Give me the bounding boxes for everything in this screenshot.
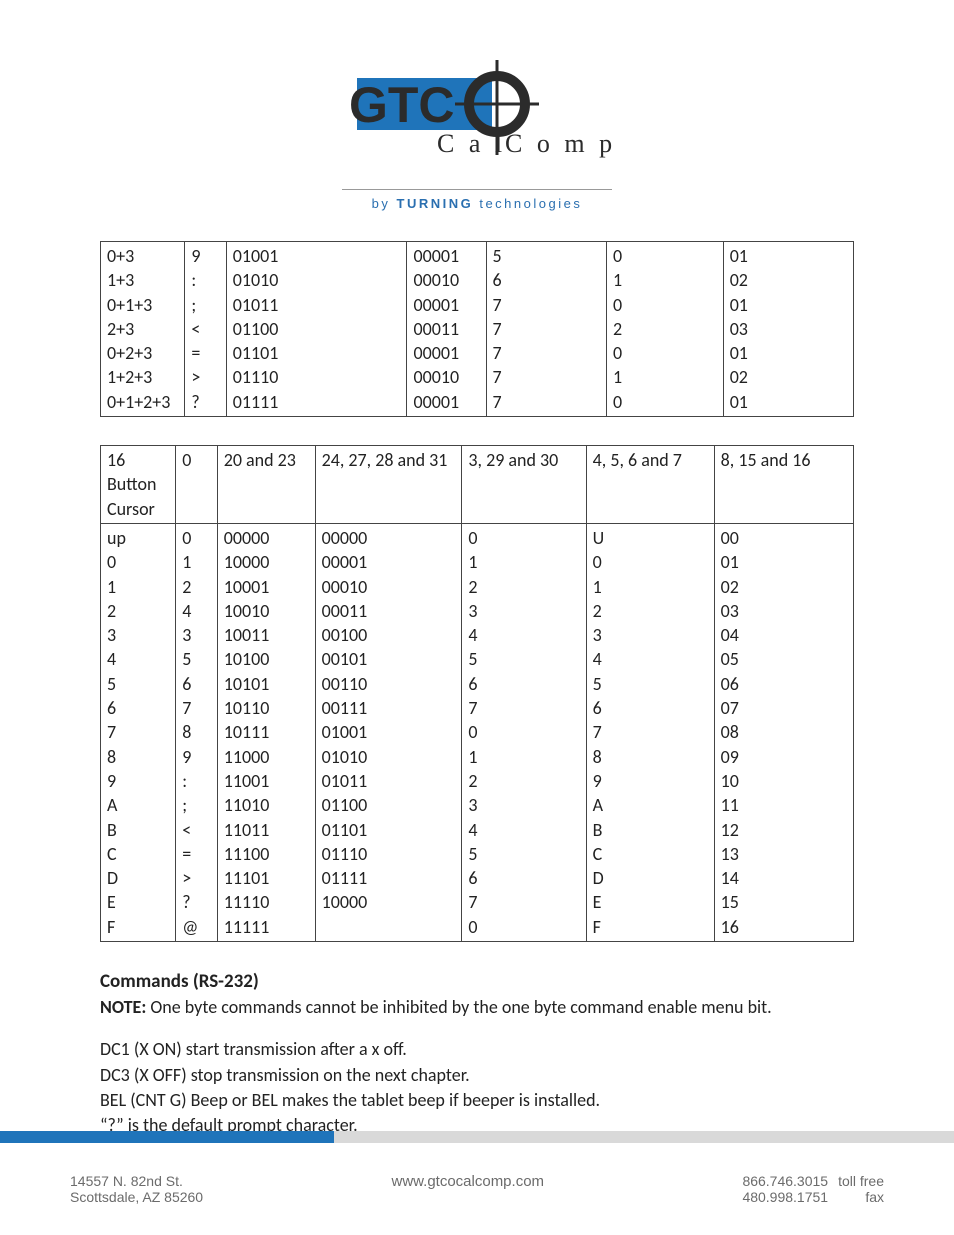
command-line-2: BEL (CNT G) Beep or BEL makes the tablet… bbox=[100, 1088, 854, 1113]
footer-phones: 866.746.3015 toll free 480.998.1751 fax bbox=[732, 1173, 884, 1205]
table2-header-col0: 16 Button Cursor bbox=[101, 446, 176, 524]
table2-header-col6: 8, 15 and 16 bbox=[714, 446, 853, 524]
footer-label-fax: fax bbox=[828, 1189, 884, 1205]
note-text: One byte commands cannot be inhibited by… bbox=[146, 996, 771, 1018]
logo-svg: GTC C a l C o m p bbox=[327, 60, 627, 185]
table2-header-col2: 20 and 23 bbox=[217, 446, 315, 524]
table1-col1: 9 : ; < = > ? bbox=[185, 242, 226, 417]
table1-col0: 0+3 1+3 0+1+3 2+3 0+2+3 1+2+3 0+1+2+3 bbox=[101, 242, 185, 417]
data-table-2: 16 Button Cursor020 and 2324, 27, 28 and… bbox=[100, 445, 854, 942]
table2-body-col3: 00000 00001 00010 00011 00100 00101 0011… bbox=[315, 523, 462, 941]
footer-color-bar bbox=[0, 1131, 954, 1143]
footer-phone-fax: 480.998.1751 bbox=[732, 1189, 828, 1205]
logo-divider bbox=[342, 189, 612, 190]
logo-comp: C o m p bbox=[505, 129, 616, 158]
note-label: NOTE: bbox=[100, 996, 146, 1018]
table1-col5: 0 1 0 2 0 1 0 bbox=[606, 242, 723, 417]
table2-header-col4: 3, 29 and 30 bbox=[462, 446, 586, 524]
footer-label-tollfree: toll free bbox=[828, 1173, 884, 1189]
footer-addr-line1: 14557 N. 82nd St. bbox=[70, 1173, 203, 1189]
footer-bar-blue bbox=[0, 1131, 334, 1143]
table2-header-col1: 0 bbox=[176, 446, 217, 524]
table1-col3: 00001 00010 00001 00011 00001 00010 0000… bbox=[407, 242, 486, 417]
byline-prefix: by bbox=[372, 196, 397, 211]
table2-header-col3: 24, 27, 28 and 31 bbox=[315, 446, 462, 524]
table1-col2: 01001 01010 01011 01100 01101 01110 0111… bbox=[226, 242, 407, 417]
byline-suffix: technologies bbox=[473, 196, 582, 211]
table1-col6: 01 02 01 03 01 02 01 bbox=[723, 242, 853, 417]
svg-text:C o m p: C o m p bbox=[505, 129, 616, 158]
svg-text:C a l: C a l bbox=[437, 129, 506, 158]
table2-header-col5: 4, 5, 6 and 7 bbox=[586, 446, 714, 524]
footer-addr-line2: Scottsdale, AZ 85260 bbox=[70, 1189, 203, 1205]
byline-bold: TURNING bbox=[397, 196, 474, 211]
page-footer: 14557 N. 82nd St. Scottsdale, AZ 85260 w… bbox=[0, 1173, 954, 1205]
footer-phone-tollfree: 866.746.3015 bbox=[732, 1173, 828, 1189]
footer-address: 14557 N. 82nd St. Scottsdale, AZ 85260 bbox=[70, 1173, 203, 1205]
logo-byline: by TURNING technologies bbox=[317, 196, 637, 211]
table1-col4: 5 6 7 7 7 7 7 bbox=[486, 242, 606, 417]
table2-body-col4: 0 1 2 3 4 5 6 7 0 1 2 3 4 5 6 7 0 bbox=[462, 523, 586, 941]
logo-cal: C a l bbox=[437, 129, 506, 158]
table2-body-col0: up 0 1 2 3 4 5 6 7 8 9 A B C D E F bbox=[101, 523, 176, 941]
commands-note: NOTE: One byte commands cannot be inhibi… bbox=[100, 995, 854, 1019]
command-line-0: DC1 (X ON) start transmission after a x … bbox=[100, 1037, 854, 1062]
table2-body-col1: 0 1 2 4 3 5 6 7 8 9 : ; < = > ? @ bbox=[176, 523, 217, 941]
table2-body-col6: 00 01 02 03 04 05 06 07 08 09 10 11 12 1… bbox=[714, 523, 853, 941]
table2-body-col5: U 0 1 2 3 4 5 6 7 8 9 A B C D E F bbox=[586, 523, 714, 941]
commands-lines: DC1 (X ON) start transmission after a x … bbox=[100, 1037, 854, 1138]
data-table-1: 0+3 1+3 0+1+3 2+3 0+2+3 1+2+3 0+1+2+39 :… bbox=[100, 241, 854, 417]
commands-heading: Commands (RS-232) bbox=[100, 970, 854, 993]
table2-body-col2: 00000 10000 10001 10010 10011 10100 1010… bbox=[217, 523, 315, 941]
command-line-1: DC3 (X OFF) stop transmission on the nex… bbox=[100, 1063, 854, 1088]
footer-bar-grey bbox=[334, 1131, 954, 1143]
company-logo: GTC C a l C o m p by TURNING technologie… bbox=[317, 60, 637, 211]
footer-url: www.gtcocalcomp.com bbox=[203, 1173, 732, 1190]
logo-gtco-text: GTC bbox=[349, 77, 455, 133]
